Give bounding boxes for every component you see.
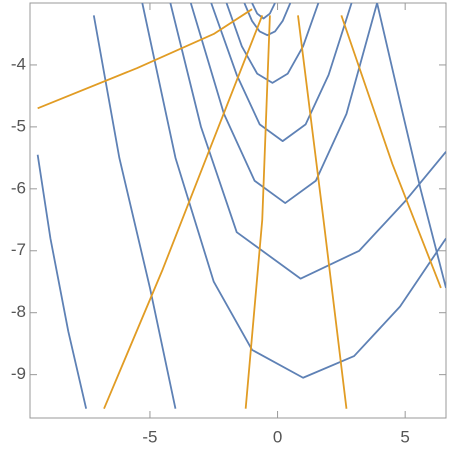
curve [376,3,446,289]
curve [243,3,292,37]
y-tick-label: -4 [11,54,26,73]
plot-frame [29,2,447,419]
curve [244,15,271,409]
curve [189,3,378,204]
curve [169,3,446,280]
curve [225,3,320,84]
y-tick-label: -7 [11,240,26,259]
x-tick-label: -5 [142,427,157,446]
curve [37,8,253,110]
curve [141,3,446,379]
curve [103,15,264,410]
y-tick-label: -5 [11,116,26,135]
x-tick-label: 5 [400,427,409,446]
y-tick-label: -6 [11,178,26,197]
y-tick-label: -8 [11,302,26,321]
y-tick-label: -9 [11,364,26,383]
curves [36,3,446,410]
curve [251,3,276,20]
curve [340,15,442,289]
curve [36,154,88,409]
x-tick-label: 0 [273,427,282,446]
curve [92,15,177,409]
curve [210,3,353,143]
curve [297,15,348,409]
